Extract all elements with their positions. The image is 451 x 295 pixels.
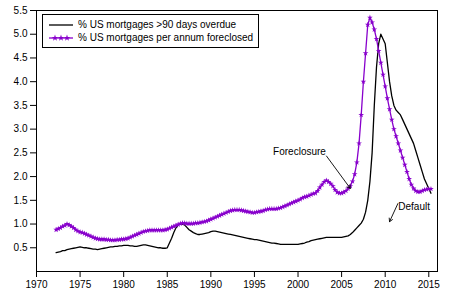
svg-text:1995: 1995 <box>243 279 266 290</box>
svg-text:1990: 1990 <box>200 279 223 290</box>
svg-text:Default: Default <box>398 201 430 212</box>
svg-text:Foreclosure: Foreclosure <box>273 146 326 157</box>
svg-text:1.5: 1.5 <box>14 195 28 206</box>
svg-text:2.5: 2.5 <box>14 147 28 158</box>
svg-text:4.5: 4.5 <box>14 52 28 63</box>
svg-text:5.5: 5.5 <box>14 5 28 16</box>
svg-text:2.0: 2.0 <box>14 171 28 182</box>
svg-text:2005: 2005 <box>330 279 353 290</box>
svg-text:1970: 1970 <box>25 279 48 290</box>
svg-text:5.0: 5.0 <box>14 28 28 39</box>
svg-text:3.0: 3.0 <box>14 123 28 134</box>
svg-text:4.0: 4.0 <box>14 76 28 87</box>
svg-text:2000: 2000 <box>287 279 310 290</box>
svg-text:2015: 2015 <box>418 279 441 290</box>
svg-text:2010: 2010 <box>374 279 397 290</box>
svg-text:0.5: 0.5 <box>14 242 28 253</box>
svg-text:1.0: 1.0 <box>14 218 28 229</box>
html-text:% US mortgages per annum forec: % US mortgages per annum foreclosed <box>78 32 254 43</box>
svg-text:1975: 1975 <box>69 279 92 290</box>
svg-text:1980: 1980 <box>113 279 136 290</box>
svg-text:3.5: 3.5 <box>14 100 28 111</box>
html-text:% US mortgages >90 days overdu: % US mortgages >90 days overdue <box>78 19 237 30</box>
svg-text:1985: 1985 <box>156 279 179 290</box>
